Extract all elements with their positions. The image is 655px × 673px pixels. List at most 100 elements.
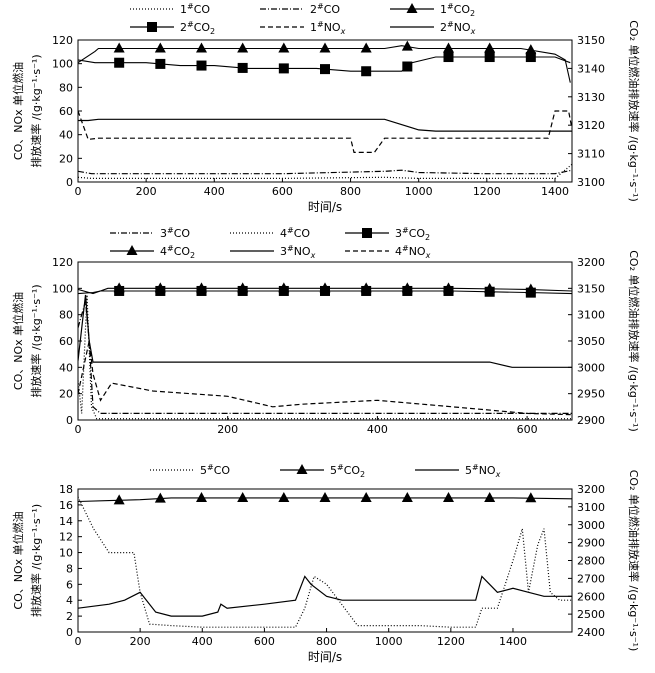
series-marker-4#CO2 xyxy=(525,283,537,294)
legend-item: 4#CO xyxy=(230,226,310,240)
y-right-tick-label: 3200 xyxy=(577,483,605,496)
y-right-tick-label: 2800 xyxy=(577,555,605,568)
y-right-tick-label: 3050 xyxy=(577,335,605,348)
legend-marker xyxy=(147,22,157,32)
legend-label: 2#CO xyxy=(310,2,340,16)
legend-label: 2#NOx xyxy=(440,20,476,36)
legend-label: 3#CO2 xyxy=(395,226,430,242)
x-tick-label: 0 xyxy=(75,635,82,648)
legend-label: 4#CO2 xyxy=(160,244,195,260)
series-marker-2#CO2 xyxy=(443,52,454,63)
y-right-tick-label: 3100 xyxy=(577,501,605,514)
chart-panel-top: 0 200 400 600 800 1000 1200 1400 0 20 40 60 80 100 120… xyxy=(11,2,641,214)
y-right-tick-label: 2400 xyxy=(577,626,605,639)
legend-item: 1#NOx xyxy=(260,20,346,36)
series-marker-2#CO2 xyxy=(525,52,536,63)
y-left-tick-label: 100 xyxy=(52,282,73,295)
y-right-tick-label: 3000 xyxy=(577,361,605,374)
y-left-axis-label: CO、NOx 单位燃油 xyxy=(11,62,25,160)
series-marker-2#CO2 xyxy=(484,52,495,63)
y-left-tick-label: 100 xyxy=(52,58,73,71)
y-right-tick-label: 3130 xyxy=(577,91,605,104)
legend-item: 5#CO2 xyxy=(280,463,365,479)
legend-label: 1#CO2 xyxy=(440,2,475,18)
y-left-tick-label: 18 xyxy=(59,483,73,496)
series-line-1#CO2 xyxy=(78,45,571,83)
y-right-tick-label: 3110 xyxy=(577,148,605,161)
y-left-tick-label: 20 xyxy=(59,152,73,165)
series-marker-1#CO2 xyxy=(319,42,331,53)
legend-item: 3#CO xyxy=(110,226,190,240)
legend-label: 3#NOx xyxy=(280,244,316,260)
legend-marker xyxy=(126,245,138,255)
y-left-tick-label: 10 xyxy=(59,547,73,560)
legend-label: 4#NOx xyxy=(395,244,431,260)
legend-label: 5#NOx xyxy=(465,463,501,479)
series-marker-5#CO2 xyxy=(154,492,166,503)
y-left-tick-label: 40 xyxy=(59,361,73,374)
y-left-tick-label: 80 xyxy=(59,309,73,322)
y-right-tick-label: 3000 xyxy=(577,519,605,532)
series-marker-4#CO2 xyxy=(237,282,249,293)
y-right-tick-label: 3100 xyxy=(577,309,605,322)
x-tick-label: 600 xyxy=(254,635,275,648)
y-left-tick-label: 40 xyxy=(59,129,73,142)
legend-item: 2#CO2 xyxy=(130,20,215,36)
series-marker-4#CO2 xyxy=(401,282,413,293)
chart-panel-middle: 0 200 400 600 0 20 40 60 80 100 120 2900 2950 3000 305… xyxy=(11,226,641,436)
series-marker-1#CO2 xyxy=(443,42,454,53)
y-right-tick-label: 3120 xyxy=(577,119,605,132)
y-left-tick-label: 120 xyxy=(52,34,73,47)
series-marker-4#CO2 xyxy=(319,282,331,293)
series-line-4#CO2 xyxy=(78,287,572,295)
series-marker-4#CO2 xyxy=(484,282,496,293)
x-tick-label: 400 xyxy=(367,423,388,436)
series-marker-5#CO2 xyxy=(237,491,249,502)
x-tick-label: 1200 xyxy=(473,185,501,198)
x-tick-label: 0 xyxy=(75,423,82,436)
legend-item: 4#NOx xyxy=(345,244,431,260)
series-line-3#CO xyxy=(78,301,572,414)
x-axis-label: 时间/s xyxy=(308,650,342,664)
series-marker-1#CO2 xyxy=(113,42,125,53)
series-line-1#CO xyxy=(78,163,572,179)
series-marker-1#CO2 xyxy=(401,40,413,51)
y-right-tick-label: 3140 xyxy=(577,62,605,75)
series-marker-5#CO2 xyxy=(278,491,290,502)
series-line-5#NOx xyxy=(78,575,572,617)
series-marker-2#CO2 xyxy=(196,60,207,71)
series-marker-2#CO2 xyxy=(278,63,289,74)
x-tick-label: 800 xyxy=(316,635,337,648)
legend-label: 1#NOx xyxy=(310,20,346,36)
y-left-tick-label: 4 xyxy=(66,594,73,607)
y-right-tick-label: 3150 xyxy=(577,34,605,47)
series-marker-5#CO2 xyxy=(401,491,413,502)
y-left-tick-label: 60 xyxy=(59,335,73,348)
legend-label: 5#CO xyxy=(200,463,230,477)
legend-marker xyxy=(406,3,418,13)
y-right-tick-label: 2950 xyxy=(577,388,605,401)
series-marker-5#CO2 xyxy=(360,491,372,502)
y-left-tick-label: 8 xyxy=(66,562,73,575)
x-tick-label: 200 xyxy=(136,185,157,198)
series-line-4#NOx xyxy=(78,340,572,416)
series-line-3#CO2 xyxy=(78,290,572,295)
y-left-tick-label: 80 xyxy=(59,81,73,94)
series-marker-4#CO2 xyxy=(278,282,290,293)
y-left-tick-label: 6 xyxy=(66,578,73,591)
legend-label: 3#CO xyxy=(160,226,190,240)
y-left-axis-label: 排放速率 /(g·kg⁻¹·s⁻¹) xyxy=(29,504,43,617)
y-left-tick-label: 12 xyxy=(59,531,73,544)
series-marker-4#CO2 xyxy=(154,282,166,293)
y-right-tick-label: 2900 xyxy=(577,537,605,550)
y-right-tick-label: 2500 xyxy=(577,608,605,621)
plot-frame xyxy=(77,39,573,183)
legend-label: 1#CO xyxy=(180,2,210,16)
legend-item: 1#CO xyxy=(130,2,210,16)
y-left-tick-label: 0 xyxy=(66,176,73,189)
y-right-tick-label: 3200 xyxy=(577,256,605,269)
series-line-4#CO xyxy=(78,294,572,420)
series-marker-1#CO2 xyxy=(525,44,537,55)
y-left-axis-label: CO、NOx 单位燃油 xyxy=(11,292,25,390)
series-marker-1#CO2 xyxy=(237,42,249,53)
